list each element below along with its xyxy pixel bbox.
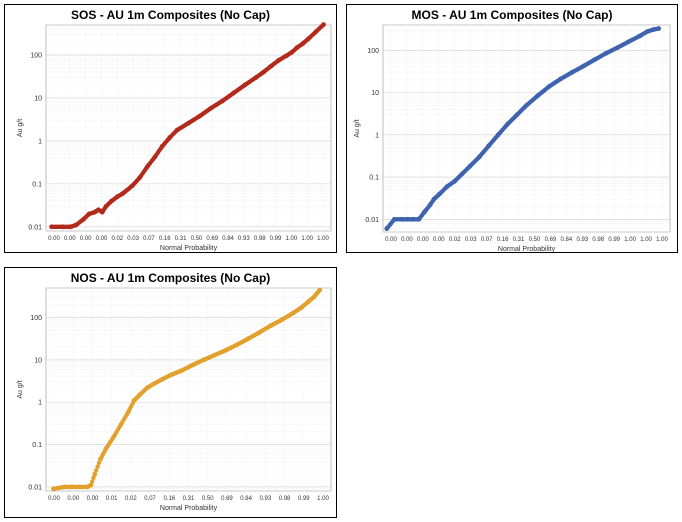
nos-x-tick-label: 0.07	[144, 496, 156, 502]
sos-chart-title: SOS - AU 1m Composites (No Cap)	[71, 8, 270, 22]
mos-grid	[383, 24, 670, 233]
mos-x-tick-label: 1.00	[656, 237, 668, 243]
nos-data-point	[317, 287, 323, 293]
mos-plot-area	[382, 24, 671, 233]
sos-data-point	[321, 22, 326, 28]
mos-x-tick-label: 0.50	[529, 237, 541, 243]
sos-x-tick-label: 0.00	[48, 236, 60, 242]
sos-y-axis-label: Au g/t	[17, 119, 24, 137]
sos-grid	[46, 24, 331, 232]
mos-y-tick-label: 10	[371, 90, 379, 97]
sos-x-tick-label: 0.50	[191, 236, 203, 242]
sos-x-tick-label: 0.99	[270, 236, 282, 242]
nos-data-point	[90, 479, 95, 484]
nos-x-axis-label: Normal Probability	[160, 505, 218, 512]
nos-data-series	[51, 287, 323, 492]
nos-chart-panel: NOS - AU 1m Composites (No Cap) 0.00 0.00 0…	[4, 267, 337, 518]
sos-data-series	[49, 22, 326, 230]
nos-x-tick-label: 0.31	[183, 496, 195, 502]
nos-x-tick-label: 0.50	[202, 496, 214, 502]
nos-y-tick-label: 0.01	[28, 484, 42, 491]
nos-y-tick-label: 0.1	[32, 442, 42, 449]
sos-y-tick-label: 100	[30, 53, 42, 60]
mos-x-tick-label: 0.07	[481, 237, 493, 243]
nos-x-tick-label: 0.01	[106, 496, 118, 502]
sos-x-tick-label: 0.98	[254, 236, 266, 242]
nos-x-tick-label: 0.99	[298, 496, 310, 502]
mos-x-tick-label: 0.02	[449, 237, 461, 243]
mos-chart-title: MOS - AU 1m Composites (No Cap)	[412, 8, 613, 22]
mos-x-tick-label: 0.99	[608, 237, 620, 243]
sos-y-tick-label: 10	[34, 95, 42, 102]
sos-y-tick-label: 0.01	[28, 224, 42, 231]
nos-y-tick-label: 100	[30, 315, 42, 322]
mos-x-tick-label: 0.16	[497, 237, 509, 243]
nos-data-point	[93, 468, 99, 473]
mos-x-tick-label: 0.00	[417, 237, 429, 243]
nos-x-tick-label: 0.00	[48, 496, 60, 502]
nos-x-tick-label: 0.93	[260, 496, 272, 502]
nos-data-point	[95, 464, 100, 469]
nos-chart: NOS - AU 1m Composites (No Cap) 0.00 0.00 0…	[17, 271, 332, 512]
nos-x-tick-label: 0.16	[163, 496, 175, 502]
mos-y-axis-label: Au g/t	[354, 119, 361, 137]
nos-x-tick-label: 0.69	[221, 496, 233, 502]
sos-x-tick-label: 0.16	[159, 236, 171, 242]
mos-x-tick-label: 1.00	[640, 237, 652, 243]
mos-y-tick-label: 0.01	[365, 217, 379, 224]
mos-x-tick-label: 0.00	[385, 237, 397, 243]
mos-y-tick-label: 1	[375, 132, 379, 139]
mos-x-tick-label: 1.00	[624, 237, 636, 243]
sos-x-tick-label: 1.00	[286, 236, 298, 242]
mos-x-tick-label: 0.93	[576, 237, 588, 243]
mos-chart-panel: MOS - AU 1m Composites (No Cap) 0.00 0.00 0…	[346, 4, 678, 253]
nos-x-tick-label: 0.84	[240, 496, 252, 502]
mos-x-tick-label: 0.00	[401, 237, 413, 243]
sos-x-tick-label: 0.69	[206, 236, 218, 242]
sos-x-tick-label: 0.31	[175, 236, 187, 242]
mos-x-tick-label: 0.03	[465, 237, 477, 243]
sos-x-tick-label: 0.00	[80, 236, 92, 242]
mos-x-tick-label: 0.84	[561, 237, 573, 243]
nos-data-point	[91, 475, 96, 481]
sos-x-tick-label: 0.03	[127, 236, 139, 242]
sos-x-tick-label: 1.00	[317, 236, 329, 242]
mos-y-tick-label: 100	[367, 48, 379, 55]
nos-y-tick-label: 10	[34, 357, 42, 364]
sos-x-tick-label: 0.02	[111, 236, 123, 242]
sos-chart: SOS - AU 1m Composites (No Cap)0.00 0.00 0…	[17, 8, 332, 252]
nos-x-tick-label: 1.00	[317, 496, 329, 502]
nos-chart-title: NOS - AU 1m Composites (No Cap)	[71, 271, 271, 285]
nos-x-tick-label: 0.02	[125, 496, 137, 502]
nos-x-tick-label: 0.98	[279, 496, 291, 502]
mos-data-series	[384, 26, 662, 232]
mos-x-axis-label: Normal Probability	[498, 246, 556, 252]
sos-x-tick-label: 0.00	[64, 236, 76, 242]
sos-x-tick-label: 0.93	[238, 236, 250, 242]
nos-y-tick-label: 1	[38, 400, 42, 407]
sos-x-tick-label: 1.00	[301, 236, 313, 242]
sos-x-tick-label: 0.07	[143, 236, 155, 242]
mos-x-tick-label: 0.98	[592, 237, 604, 243]
sos-chart-panel: SOS - AU 1m Composites (No Cap) 0.00 0.00 0…	[4, 4, 337, 253]
sos-y-tick-label: 0.1	[32, 181, 42, 188]
nos-x-tick-label: 0.00	[67, 496, 79, 502]
mos-chart: MOS - AU 1m Composites (No Cap) 0.00 0.00 0…	[354, 8, 671, 252]
sos-x-tick-label: 0.00	[96, 236, 108, 242]
sos-x-tick-label: 0.84	[222, 236, 234, 242]
mos-y-tick-label: 0.1	[369, 175, 379, 182]
nos-y-axis-label: Au g/t	[17, 380, 24, 398]
nos-data-point	[88, 482, 94, 488]
mos-x-tick-label: 0.31	[513, 237, 525, 243]
mos-data-point	[656, 26, 662, 31]
sos-x-axis-label: Normal Probability	[160, 245, 218, 252]
mos-x-tick-label: 0.00	[433, 237, 445, 243]
nos-data-point	[92, 471, 98, 477]
nos-data-point	[96, 460, 102, 466]
sos-y-tick-label: 1	[38, 138, 42, 145]
mos-x-tick-label: 0.69	[545, 237, 557, 243]
nos-x-tick-label: 0.00	[87, 496, 99, 502]
